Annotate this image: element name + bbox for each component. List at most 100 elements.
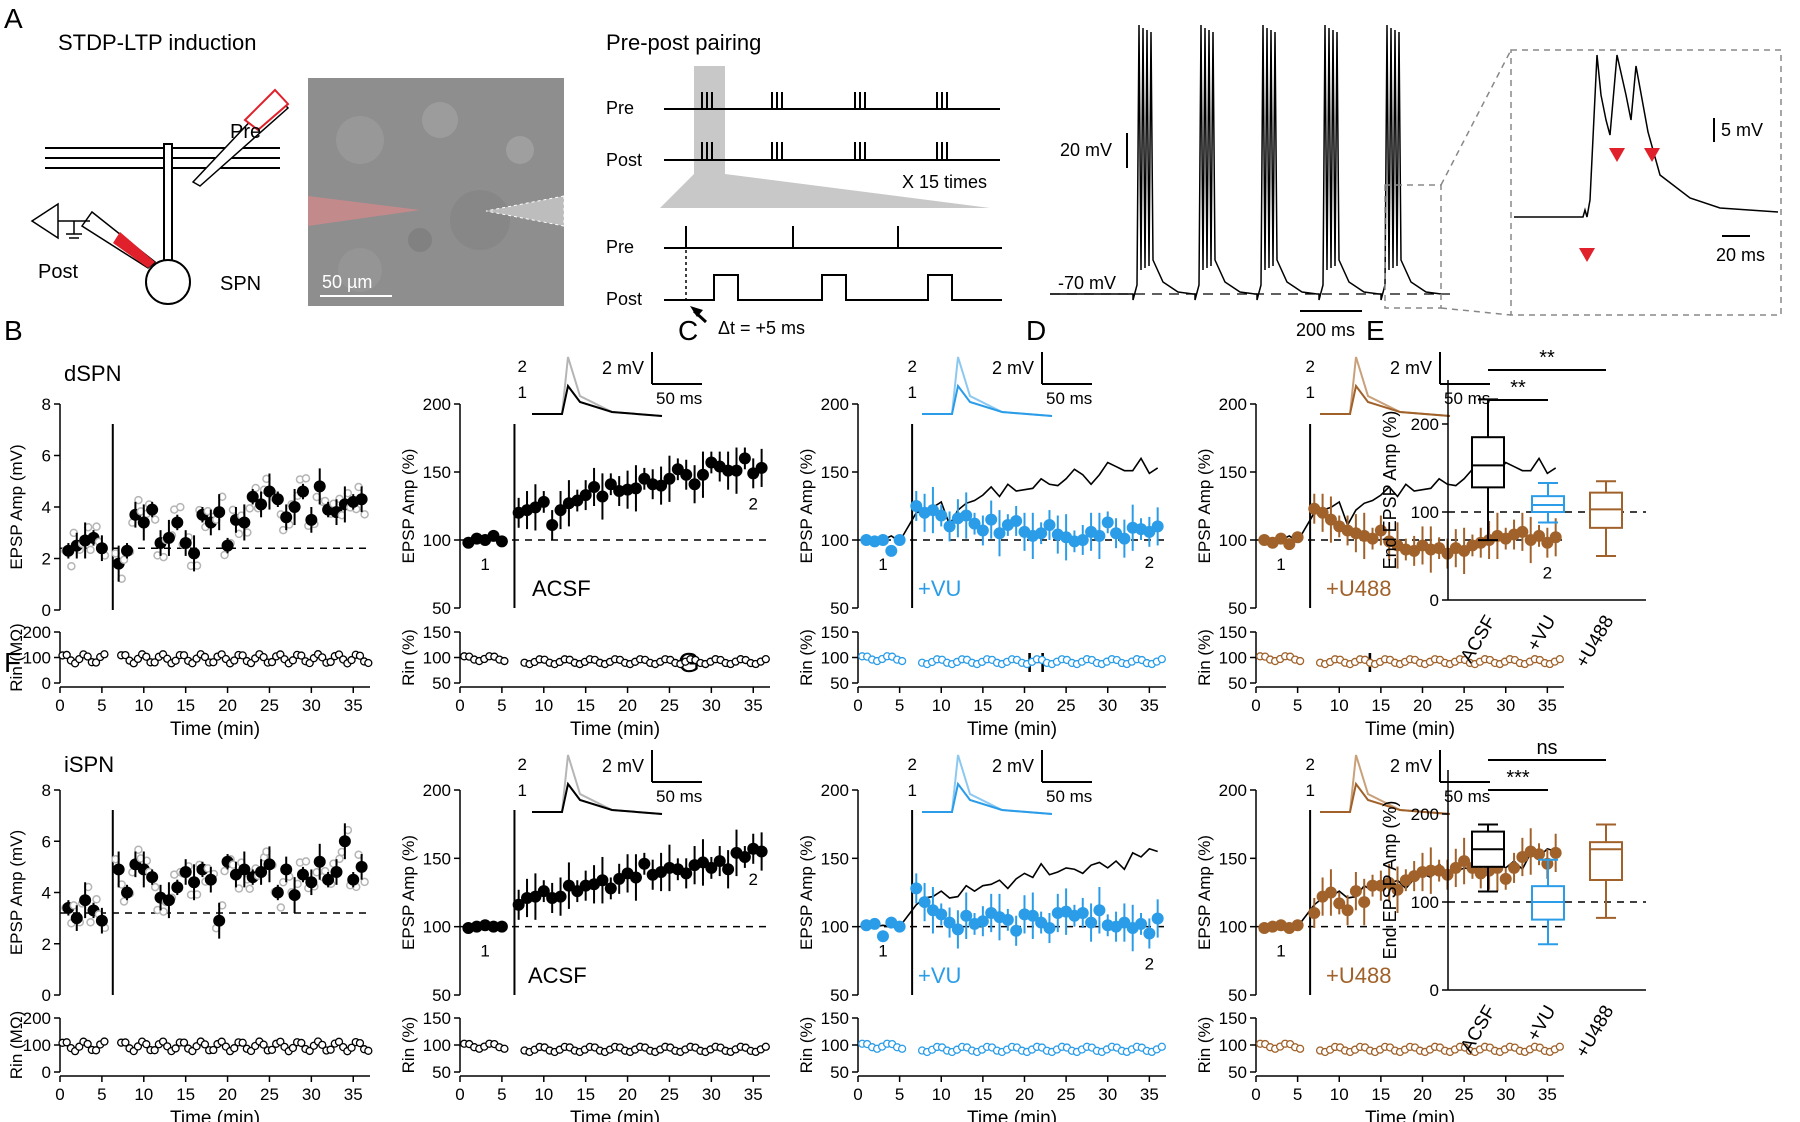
y-tick-label: 4 bbox=[42, 884, 51, 903]
rin-point bbox=[305, 1046, 314, 1056]
condition-label: ACSF bbox=[528, 963, 587, 988]
x-tick-label: 35 bbox=[1140, 1085, 1159, 1104]
highlight-window bbox=[694, 66, 725, 174]
rin-point bbox=[83, 1039, 92, 1049]
data-point bbox=[985, 513, 998, 526]
y-tick-label: 150 bbox=[821, 1009, 849, 1028]
raw-point bbox=[276, 903, 286, 912]
x-axis-label: Time (min) bbox=[967, 1108, 1057, 1122]
data-point bbox=[1143, 927, 1156, 940]
rin-point bbox=[897, 656, 907, 666]
data-point bbox=[1516, 525, 1529, 538]
x-tick-label: 35 bbox=[344, 1085, 363, 1104]
mark-2: 2 bbox=[749, 494, 758, 513]
x-tick-label: 5 bbox=[97, 1085, 106, 1104]
zoom-box bbox=[1384, 184, 1442, 309]
y-axis-label: Rin (%) bbox=[399, 1017, 418, 1074]
y-tick-label: 100 bbox=[1219, 531, 1247, 550]
x-tick-label: 20 bbox=[1015, 696, 1034, 715]
inset-vscale-label: 5 mV bbox=[1721, 120, 1763, 140]
data-point bbox=[1424, 864, 1437, 877]
category-label: +U488 bbox=[1572, 612, 1618, 671]
protocol-post-zoom: Post bbox=[606, 289, 642, 309]
rin-point bbox=[318, 1040, 327, 1050]
rin-point bbox=[334, 1037, 344, 1046]
x-tick-label: 0 bbox=[1251, 1085, 1260, 1104]
rin-point bbox=[1157, 1042, 1166, 1051]
data-point bbox=[1333, 897, 1346, 910]
data-point bbox=[1001, 913, 1014, 926]
inset-label-1: 1 bbox=[908, 781, 917, 800]
data-point bbox=[943, 916, 956, 929]
y-axis-label: End EPSP Amp (%) bbox=[1380, 411, 1400, 570]
data-point bbox=[1151, 520, 1164, 533]
y-tick-label: 200 bbox=[423, 781, 451, 800]
data-point bbox=[355, 860, 368, 873]
rin-point bbox=[91, 1046, 101, 1055]
data-point bbox=[1291, 919, 1304, 932]
protocol-title: Pre-post pairing bbox=[606, 30, 761, 55]
stimulating-pipette bbox=[485, 195, 565, 227]
rin-point bbox=[62, 650, 71, 660]
raw-point bbox=[234, 884, 244, 893]
x-tick-label: 0 bbox=[455, 696, 464, 715]
data-point bbox=[246, 490, 259, 503]
x-tick-label: 25 bbox=[260, 1085, 279, 1104]
data-point bbox=[638, 857, 651, 870]
inset-trace bbox=[1514, 54, 1779, 218]
condition-label: +VU bbox=[918, 576, 961, 601]
inset-v-label: 2 mV bbox=[602, 756, 644, 776]
data-point bbox=[171, 881, 184, 894]
y-tick-label: 6 bbox=[42, 832, 51, 851]
rin-point bbox=[276, 1037, 285, 1046]
inset-t-label: 50 ms bbox=[656, 787, 702, 806]
rin-point bbox=[297, 651, 306, 660]
x-tick-label: 5 bbox=[895, 696, 904, 715]
data-point bbox=[188, 547, 201, 560]
data-point bbox=[537, 885, 550, 898]
data-point bbox=[680, 468, 693, 481]
data-point bbox=[1076, 907, 1089, 919]
data-point bbox=[1043, 519, 1056, 532]
mark-1: 1 bbox=[878, 942, 887, 961]
inset-label-2: 2 bbox=[1306, 755, 1315, 774]
panel-letter-E: E bbox=[1366, 315, 1385, 346]
data-point bbox=[968, 517, 981, 530]
pre-label: Pre bbox=[230, 121, 261, 143]
rin-point bbox=[259, 652, 268, 662]
zoom-wedge bbox=[660, 174, 990, 208]
data-point bbox=[629, 871, 642, 884]
rin-point bbox=[326, 657, 335, 667]
data-point bbox=[213, 914, 226, 927]
raw-point bbox=[220, 866, 229, 876]
data-point bbox=[696, 468, 709, 481]
rin-point bbox=[288, 656, 298, 665]
rin-point bbox=[150, 1046, 159, 1055]
y-axis-label: EPSP Amp (%) bbox=[797, 835, 816, 950]
data-point bbox=[162, 531, 175, 544]
x-tick-label: 0 bbox=[853, 1085, 862, 1104]
mark-1: 1 bbox=[878, 555, 887, 574]
raw-point bbox=[150, 882, 160, 892]
data-point bbox=[495, 535, 508, 548]
data-point bbox=[588, 480, 601, 493]
data-point bbox=[263, 858, 276, 871]
y-axis-label: EPSP Amp (mV) bbox=[7, 444, 26, 569]
raw-point bbox=[86, 545, 95, 555]
data-point bbox=[288, 501, 301, 513]
rin-point bbox=[121, 650, 130, 660]
raw-point bbox=[360, 877, 369, 887]
rin-point bbox=[171, 1044, 180, 1053]
data-point bbox=[1391, 883, 1404, 896]
box bbox=[1471, 436, 1505, 489]
cell-blob bbox=[408, 228, 432, 252]
y-tick-label: 50 bbox=[1228, 1063, 1247, 1082]
data-point bbox=[238, 863, 251, 876]
y-tick-label: 200 bbox=[821, 395, 849, 414]
data-point bbox=[112, 863, 125, 876]
y-tick-label: 100 bbox=[423, 1036, 451, 1055]
rin-point bbox=[142, 652, 151, 661]
rin-point bbox=[238, 651, 247, 660]
schematic-title: STDP-LTP induction bbox=[58, 30, 257, 55]
data-point bbox=[554, 890, 567, 903]
